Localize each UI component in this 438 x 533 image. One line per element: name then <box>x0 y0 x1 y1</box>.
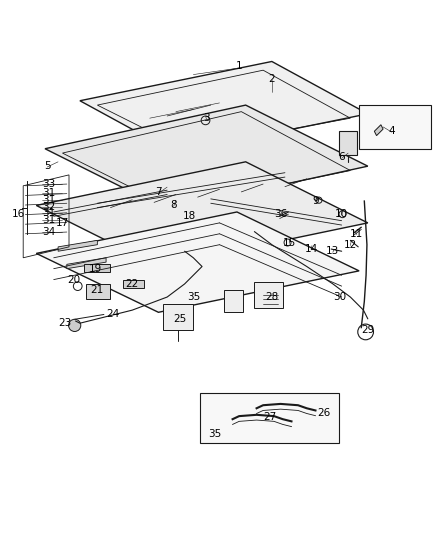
Text: 16: 16 <box>12 209 25 219</box>
Text: 19: 19 <box>88 264 102 273</box>
Polygon shape <box>67 258 106 269</box>
Text: 10: 10 <box>334 209 347 219</box>
Text: 27: 27 <box>262 412 276 422</box>
Text: 3: 3 <box>203 113 209 123</box>
Bar <box>199 393 339 443</box>
Circle shape <box>68 319 81 332</box>
Text: 4: 4 <box>388 126 394 136</box>
Polygon shape <box>80 61 367 153</box>
Text: 1: 1 <box>235 61 242 71</box>
Text: 15: 15 <box>282 238 295 247</box>
Polygon shape <box>36 162 367 266</box>
Bar <box>339 131 356 155</box>
Text: 26: 26 <box>317 408 330 418</box>
Text: 28: 28 <box>265 292 278 302</box>
Bar <box>254 282 282 308</box>
Text: 11: 11 <box>350 229 363 239</box>
Text: 24: 24 <box>106 310 119 319</box>
Text: 36: 36 <box>273 209 286 219</box>
Polygon shape <box>36 212 358 312</box>
Text: 21: 21 <box>91 286 104 295</box>
Text: 14: 14 <box>304 244 317 254</box>
Text: 6: 6 <box>338 152 344 163</box>
Text: 5: 5 <box>44 161 50 171</box>
Text: 32: 32 <box>42 201 55 212</box>
Bar <box>358 105 430 149</box>
Text: 20: 20 <box>67 274 80 285</box>
Text: 18: 18 <box>182 211 195 221</box>
Text: 13: 13 <box>325 246 339 256</box>
Polygon shape <box>45 105 367 210</box>
Text: 31: 31 <box>42 215 55 225</box>
Text: 7: 7 <box>155 187 161 197</box>
Text: 34: 34 <box>42 227 55 237</box>
Text: 31: 31 <box>42 208 55 219</box>
Bar <box>223 290 243 312</box>
Text: 12: 12 <box>343 240 356 249</box>
Text: 30: 30 <box>332 292 345 302</box>
Bar <box>122 280 144 288</box>
Polygon shape <box>374 125 382 135</box>
Text: 9: 9 <box>311 196 318 206</box>
Bar <box>86 284 110 299</box>
Text: 29: 29 <box>360 325 374 335</box>
Text: 35: 35 <box>208 430 221 439</box>
Text: 17: 17 <box>56 218 69 228</box>
Text: 25: 25 <box>173 314 187 324</box>
Text: 2: 2 <box>268 74 275 84</box>
Text: 22: 22 <box>125 279 138 289</box>
Bar <box>162 304 193 330</box>
Text: 31: 31 <box>42 195 55 205</box>
Polygon shape <box>58 240 97 251</box>
Text: 35: 35 <box>186 292 199 302</box>
Text: 23: 23 <box>58 318 71 328</box>
Text: 31: 31 <box>42 188 55 198</box>
Bar <box>84 264 110 272</box>
Text: 8: 8 <box>170 200 177 211</box>
Text: 33: 33 <box>42 179 55 189</box>
